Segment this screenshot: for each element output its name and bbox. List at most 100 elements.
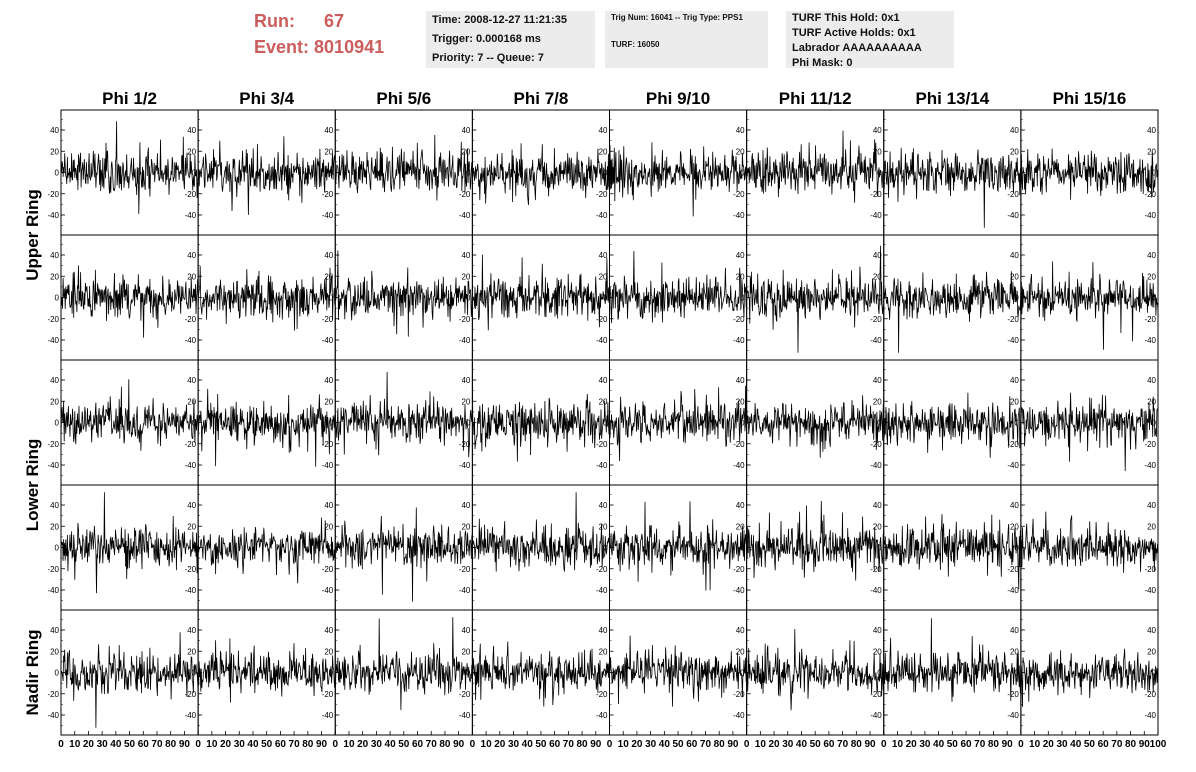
x-tick-label: 80 — [165, 739, 177, 750]
y-tick-label: -20 — [870, 315, 882, 324]
x-tick-label: 70 — [700, 739, 712, 750]
x-tick-label: 70 — [974, 739, 986, 750]
y-tick-label: 20 — [187, 522, 196, 531]
y-tick-label: -20 — [733, 315, 745, 324]
column-title: Phi 3/4 — [239, 89, 294, 108]
x-tick-label: 50 — [124, 739, 136, 750]
y-tick-label: 20 — [187, 272, 196, 281]
waveform-trace — [60, 379, 199, 451]
y-tick-label: 20 — [873, 147, 882, 156]
y-tick-label: 40 — [187, 251, 196, 260]
y-tick-label: 0 — [740, 294, 745, 303]
y-tick-label: -40 — [322, 586, 334, 595]
y-tick-label: -20 — [47, 315, 59, 324]
y-tick-label: 40 — [324, 376, 333, 385]
y-tick-label: 0 — [192, 419, 197, 428]
y-tick-label: -40 — [596, 586, 608, 595]
y-tick-label: -20 — [185, 190, 197, 199]
y-tick-label: 0 — [603, 294, 608, 303]
y-tick-label: 40 — [1010, 626, 1019, 635]
y-tick-label: 0 — [877, 544, 882, 553]
y-tick-label: 20 — [1010, 647, 1019, 656]
x-tick-label: 90 — [727, 739, 739, 750]
y-tick-label: -40 — [1007, 211, 1019, 220]
y-tick-label: -40 — [322, 211, 334, 220]
y-tick-label: 20 — [187, 147, 196, 156]
y-tick-label: 20 — [1147, 272, 1156, 281]
y-tick-label: -20 — [733, 440, 745, 449]
y-tick-label: -20 — [1144, 690, 1156, 699]
y-tick-label: 20 — [50, 522, 59, 531]
y-tick-label: -20 — [870, 690, 882, 699]
y-tick-label: 20 — [324, 397, 333, 406]
y-tick-label: -20 — [322, 315, 334, 324]
y-tick-label: -20 — [870, 565, 882, 574]
y-tick-label: 0 — [192, 669, 197, 678]
x-tick-label: 0 — [58, 739, 64, 750]
y-tick-label: 0 — [740, 419, 745, 428]
x-tick-label: 30 — [371, 739, 383, 750]
y-tick-label: 40 — [736, 126, 745, 135]
y-tick-label: 20 — [873, 272, 882, 281]
y-tick-label: -20 — [1144, 315, 1156, 324]
waveform-trace — [746, 395, 885, 458]
y-tick-label: -40 — [870, 711, 882, 720]
y-tick-label: -20 — [459, 440, 471, 449]
y-tick-label: 20 — [324, 647, 333, 656]
x-tick-label: 60 — [138, 739, 150, 750]
x-tick-label: 80 — [714, 739, 726, 750]
y-tick-label: -20 — [185, 690, 197, 699]
x-tick-label: 40 — [933, 739, 945, 750]
y-tick-label: 0 — [192, 294, 197, 303]
x-tick-label: 80 — [1125, 739, 1137, 750]
y-tick-label: 40 — [324, 626, 333, 635]
run-value: 67 — [324, 11, 345, 31]
x-tick-label: 60 — [412, 739, 424, 750]
waveform-trace — [197, 265, 336, 331]
x-tick-label: 30 — [97, 739, 109, 750]
y-tick-label: 20 — [187, 397, 196, 406]
y-tick-label: -20 — [596, 315, 608, 324]
x-tick-label: 0 — [1018, 739, 1024, 750]
x-tick-label: 50 — [535, 739, 547, 750]
x-tick-label: 10 — [69, 739, 81, 750]
x-tick-label: 50 — [398, 739, 410, 750]
x-tick-label: 50 — [1084, 739, 1096, 750]
x-tick-label: 30 — [782, 739, 794, 750]
turf-hold-line: TURF This Hold: 0x1 — [792, 12, 900, 24]
waveform-trace — [1020, 648, 1159, 708]
waveform-trace — [883, 514, 1022, 590]
y-tick-label: -40 — [1144, 711, 1156, 720]
x-tick-label: 80 — [302, 739, 314, 750]
x-tick-label: 40 — [522, 739, 534, 750]
trigger-info-box: Trig Num: 16041 -- Trig Type: PPS1 TURF:… — [605, 11, 768, 68]
waveform-trace — [472, 492, 610, 572]
y-tick-label: 20 — [1010, 272, 1019, 281]
waveform-trace — [60, 632, 199, 728]
y-tick-label: -20 — [322, 440, 334, 449]
y-tick-label: 0 — [55, 169, 60, 178]
labrador-line: Labrador AAAAAAAAAA — [792, 42, 922, 54]
x-tick-label: 50 — [810, 739, 822, 750]
y-tick-label: -40 — [185, 461, 197, 470]
y-tick-label: -40 — [47, 461, 59, 470]
y-tick-label: -40 — [870, 336, 882, 345]
y-tick-label: 20 — [50, 147, 59, 156]
y-tick-label: -40 — [47, 336, 59, 345]
y-tick-label: 20 — [873, 397, 882, 406]
y-tick-label: -40 — [185, 586, 197, 595]
x-tick-label: 70 — [563, 739, 575, 750]
x-tick-label: 0 — [744, 739, 750, 750]
x-tick-label: 10 — [755, 739, 767, 750]
x-tick-label: 20 — [631, 739, 643, 750]
y-tick-label: -40 — [1144, 461, 1156, 470]
waveform-trace — [1020, 148, 1159, 200]
y-tick-label: -20 — [322, 190, 334, 199]
y-tick-label: -20 — [185, 440, 197, 449]
turf-info-box: TURF This Hold: 0x1 TURF Active Holds: 0… — [786, 11, 954, 69]
y-tick-label: 0 — [55, 419, 60, 428]
x-tick-label: 0 — [881, 739, 887, 750]
y-tick-label: 40 — [324, 126, 333, 135]
y-tick-label: -40 — [596, 336, 608, 345]
x-tick-label: 40 — [110, 739, 122, 750]
